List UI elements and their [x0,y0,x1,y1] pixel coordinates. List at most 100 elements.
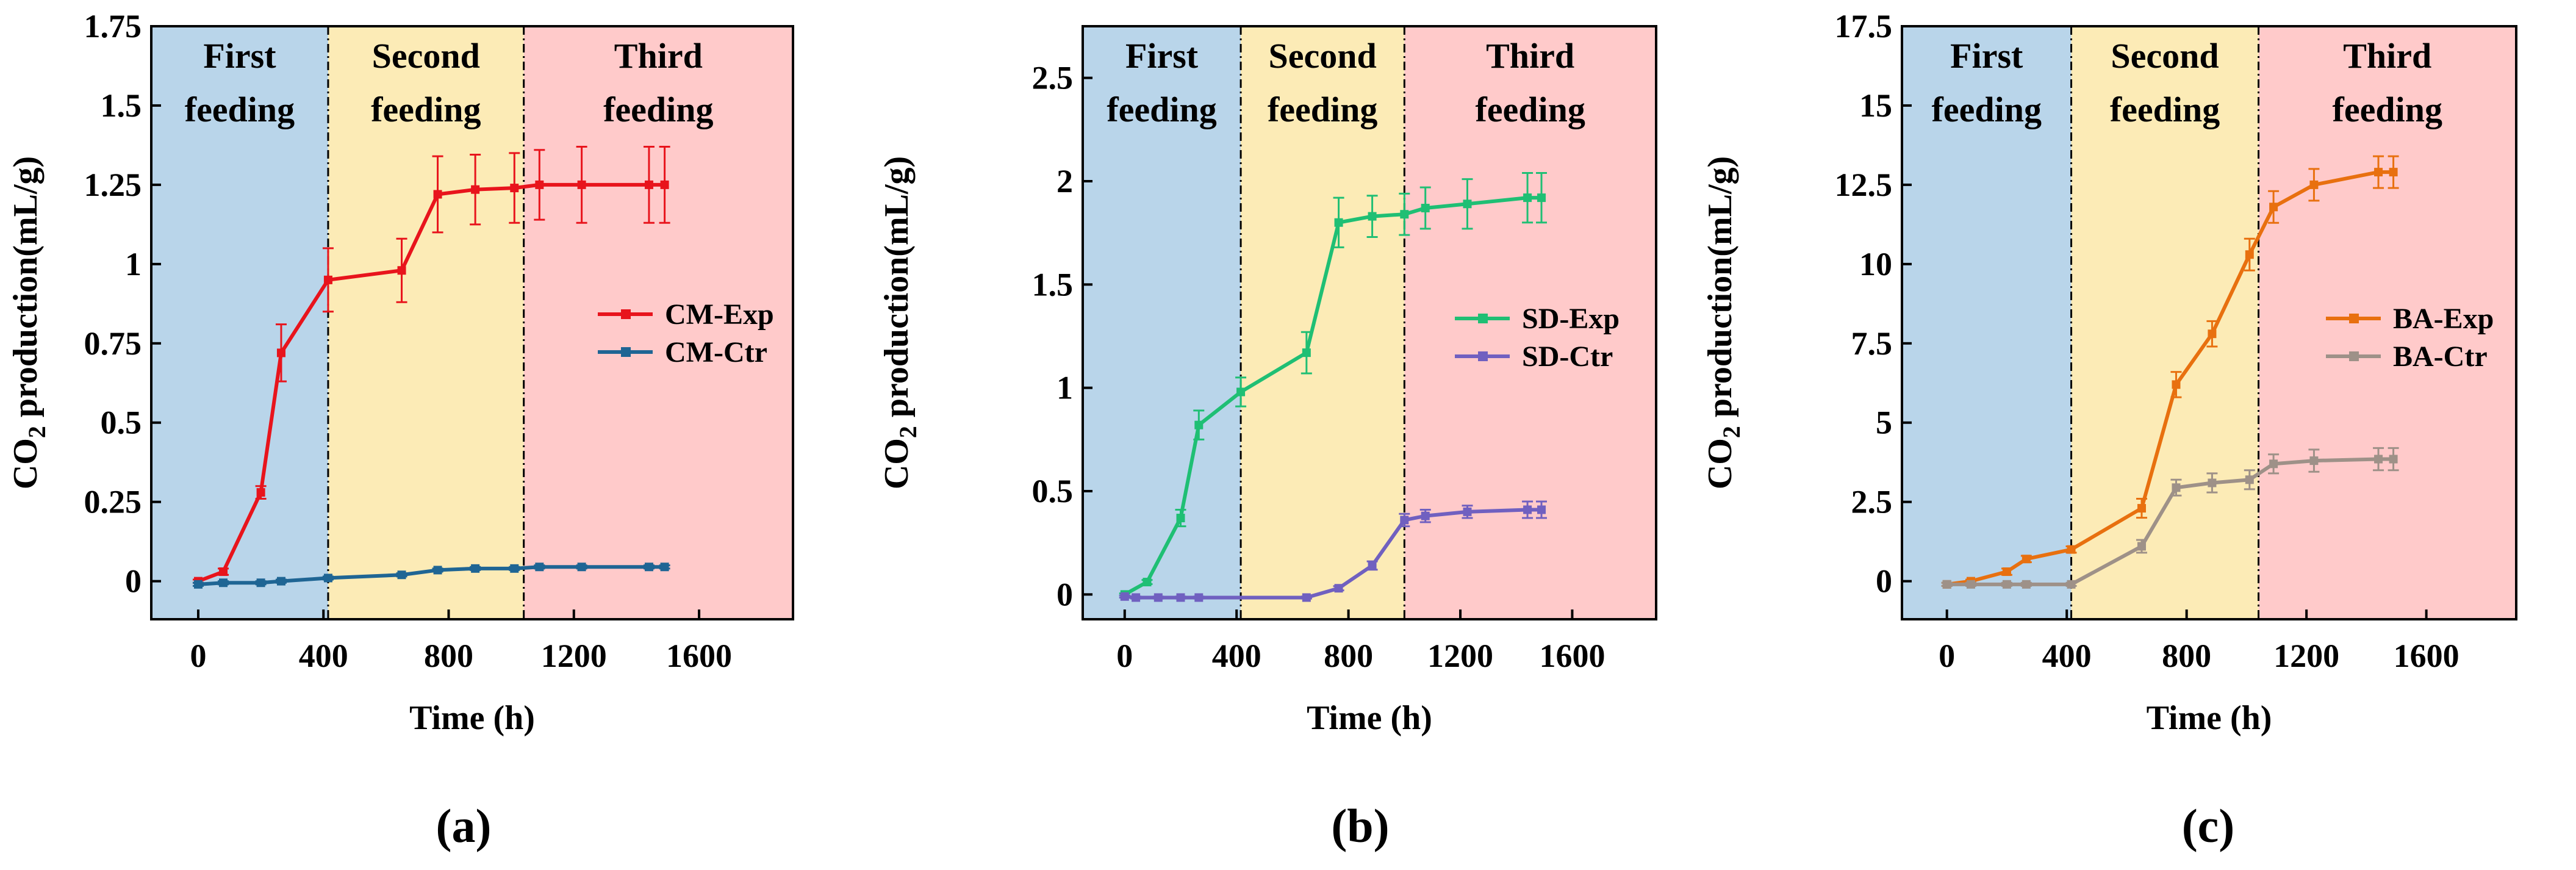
y-tick-label: 17.5 [1835,8,1893,45]
x-tick-label: 800 [1324,638,1373,674]
series-SD-Exp [1119,171,1547,599]
y-axis-label-main: CO [878,438,916,489]
x-axis-label: Time (h) [409,699,535,737]
data-point [1176,514,1185,523]
data-point [660,563,669,572]
data-point [2208,329,2217,339]
y-tick-label: 1.5 [101,87,142,124]
y-axis-label: CO2 production(mL/g) [7,156,51,489]
x-tick-label: 400 [1212,638,1261,674]
plot-frame [1082,25,1657,620]
data-point [1368,561,1377,570]
stage-band-second [1241,26,1405,619]
legend-marker [621,309,631,319]
data-point [510,564,519,573]
y-tick-label: 0 [1876,563,1892,600]
data-point [1176,593,1185,602]
stage-band-third [2258,26,2516,619]
data-point [1421,204,1430,213]
y-tick-label: 2.5 [1032,60,1074,96]
data-point [2172,483,2181,492]
stage-band-third [1404,26,1656,619]
data-point [276,577,285,586]
stage-band-third [523,26,793,619]
data-point [1421,511,1430,520]
data-point [1132,593,1141,602]
data-point [1400,516,1409,525]
data-point [1194,593,1204,602]
data-point [1153,593,1163,602]
data-point [2002,580,2011,589]
data-point [256,578,265,588]
data-point [1334,218,1343,227]
data-point [323,573,332,583]
y-tick-label: 1 [125,246,142,282]
y-tick-label: 0 [125,563,142,600]
stage-label-third: feeding [2333,90,2442,129]
y-tick-label: 0 [1057,576,1073,613]
stage-label-third: feeding [603,90,713,129]
legend-label: SD-Exp [1522,303,1620,335]
stage-label-first: feeding [1107,90,1216,129]
panel-a: First feeding Second feeding Third feeding 0 0.… [7,8,794,852]
stage-label-second: Second [372,36,480,76]
stage-label-first: First [1950,36,2023,76]
data-point [397,570,406,580]
data-point [219,567,228,577]
data-point [433,190,442,199]
panel-label: (c) [2182,799,2235,852]
legend-marker [621,347,631,357]
data-point [2137,542,2146,551]
stage-label-second: Second [2111,36,2219,76]
data-point [276,348,285,358]
data-point [1523,505,1532,514]
x-tick-label: 1200 [2273,638,2339,674]
series-CM-Exp [192,146,670,586]
legend-marker [2349,314,2359,323]
x-tick-label: 800 [424,638,473,674]
x-tick-label: 800 [2162,638,2211,674]
data-point [660,180,669,189]
data-point [1463,200,1472,209]
data-point [2067,545,2076,554]
stage-label-second: feeding [371,90,481,129]
data-point [1120,592,1129,601]
data-point [1334,584,1343,593]
data-point [1400,210,1409,219]
data-point [2389,168,2398,177]
y-axis-label-main: CO [1701,438,1739,489]
y-axis-label: CO2 production(mL/g) [1701,156,1745,489]
stage-label-third: Third [1486,36,1574,76]
series-CM-Ctr [192,563,670,589]
y-tick-label: 0.25 [84,484,142,520]
stage-label-third: Third [2343,36,2431,76]
y-axis-label-main: CO [7,438,45,489]
x-tick-label: 0 [1939,638,1955,674]
y-tick-label: 0.5 [1032,473,1074,509]
data-point [2309,180,2319,189]
y-axis-label-subscript: 2 [1718,426,1745,438]
data-point [471,564,480,573]
data-point [397,266,406,275]
stage-band-first [1902,26,2072,619]
y-tick-label: 0.75 [84,325,142,362]
data-point [1302,593,1311,602]
plot-frame [150,25,794,620]
y-tick-label: 10 [1859,246,1892,282]
data-point [510,184,519,193]
data-point [2002,567,2011,577]
y-axis-label: CO2 production(mL/g) [878,156,922,489]
data-point [644,180,653,189]
data-point [1194,420,1204,430]
x-tick-label: 1600 [666,638,732,674]
y-tick-label: 1.5 [1032,266,1074,303]
y-axis-label-subscript: 2 [894,426,922,438]
data-point [219,578,228,588]
data-point [577,180,586,189]
data-point [577,563,586,572]
data-point [1302,348,1311,358]
y-tick-label: 7.5 [1851,325,1893,362]
data-point [1537,193,1546,203]
y-tick-label: 1.75 [84,8,142,45]
stage-label-first: First [1125,36,1199,76]
